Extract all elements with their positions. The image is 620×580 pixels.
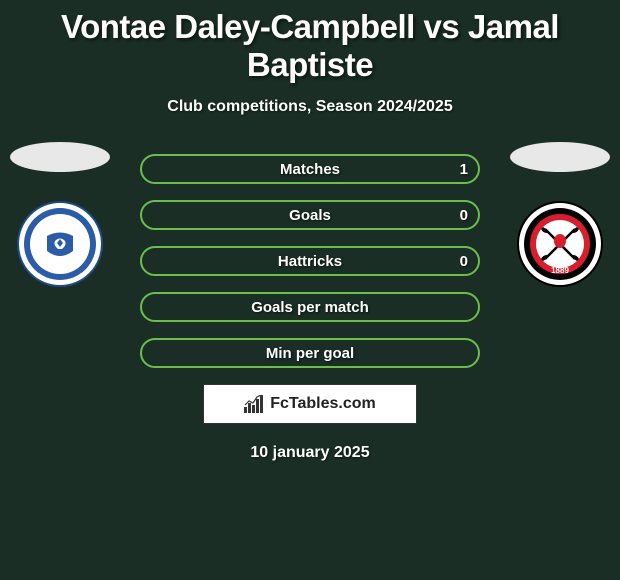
brand-label: FcTables.com [270, 395, 376, 413]
stat-label: Hattricks [278, 253, 342, 270]
club-badge-left [17, 201, 103, 287]
cardiff-badge-icon [17, 201, 103, 287]
stat-row: Goals 0 [140, 200, 480, 230]
comparison-title: Vontae Daley-Campbell vs Jamal Baptiste [0, 0, 620, 84]
stats-list: Matches 1 Goals 0 Hattricks 0 Goals per match M… [140, 146, 480, 368]
stat-value-right: 1 [460, 161, 468, 178]
comparison-content: 1889 Matches 1 Goals 0 Hattricks 0 Goals per m… [0, 146, 620, 462]
stat-row: Hattricks 0 [140, 246, 480, 276]
stat-value-right: 0 [460, 207, 468, 224]
stat-label: Goals [289, 207, 331, 224]
club-badge-right: 1889 [517, 201, 603, 287]
stat-value-right: 0 [460, 253, 468, 270]
stat-row: Goals per match [140, 292, 480, 322]
brand-box: FcTables.com [203, 384, 417, 424]
stat-label: Min per goal [266, 345, 354, 362]
season-subtitle: Club competitions, Season 2024/2025 [0, 98, 620, 116]
svg-text:1889: 1889 [551, 266, 569, 275]
stat-label: Matches [280, 161, 340, 178]
date-label: 10 january 2025 [0, 444, 620, 462]
player-photo-left [10, 142, 110, 172]
player-photo-right [510, 142, 610, 172]
stat-row: Matches 1 [140, 154, 480, 184]
sheffield-badge-icon: 1889 [517, 201, 603, 287]
stat-label: Goals per match [251, 299, 369, 316]
chart-icon [244, 395, 266, 413]
stat-row: Min per goal [140, 338, 480, 368]
